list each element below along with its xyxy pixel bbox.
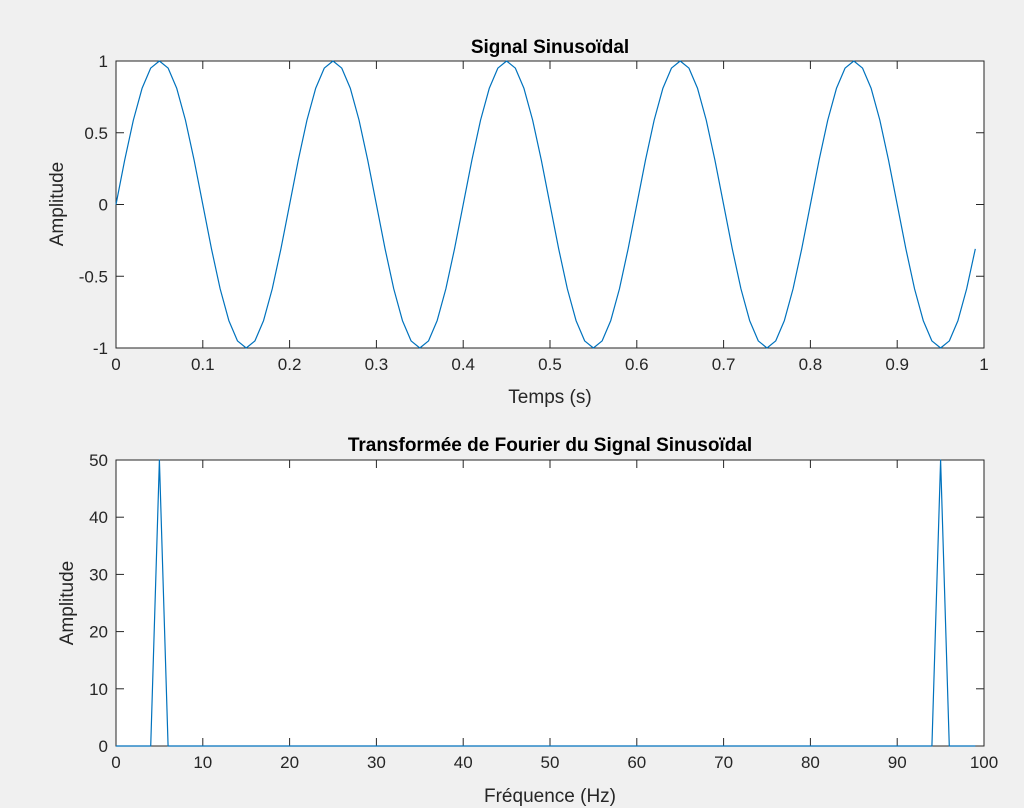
frequency-domain-axes: 0 10 20 30 40 50 60 70 80 90 100 0 10 20 30 40 50 Trans… <box>57 435 998 807</box>
frequency-chart-title: Transformée de Fourier du Signal Sinusoï… <box>348 435 752 456</box>
frequency-x-tick-labels: 0 10 20 30 40 50 60 70 80 90 100 <box>111 753 998 772</box>
frequency-xtick-label: 30 <box>367 753 386 772</box>
frequency-xtick-label: 90 <box>888 753 907 772</box>
time-domain-axes: 0 0.1 0.2 0.3 0.4 0.5 0.6 0.7 0.8 0.9 1 -1 -0.5 0 0.5… <box>47 37 989 408</box>
time-xtick-label: 1 <box>979 355 988 374</box>
frequency-series <box>116 459 976 747</box>
time-xtick-label: 0.6 <box>625 355 649 374</box>
frequency-ytick-label: 50 <box>89 451 108 470</box>
frequency-xtick-label: 100 <box>970 753 998 772</box>
time-xtick-label: 0.7 <box>712 355 736 374</box>
time-ytick-label: 0 <box>99 196 108 215</box>
time-ytick-label: -0.5 <box>79 267 108 286</box>
frequency-y-axis-label: Amplitude <box>57 561 78 646</box>
time-y-axis-label: Amplitude <box>47 162 68 247</box>
time-xtick-label: 0.3 <box>365 355 389 374</box>
time-xtick-label: 0.9 <box>885 355 909 374</box>
frequency-series-line <box>116 459 976 747</box>
frequency-ytick-label: 0 <box>99 737 108 756</box>
time-ytick-label: 1 <box>99 52 108 71</box>
time-x-axis-label: Temps (s) <box>508 387 591 408</box>
time-ticks <box>115 60 985 349</box>
time-series-line <box>115 60 976 349</box>
time-xtick-label: 0.1 <box>191 355 215 374</box>
frequency-xtick-label: 0 <box>111 753 120 772</box>
time-chart-title: Signal Sinusoïdal <box>471 37 629 58</box>
frequency-xtick-label: 70 <box>714 753 733 772</box>
frequency-ytick-label: 20 <box>89 623 108 642</box>
frequency-xtick-label: 10 <box>193 753 212 772</box>
frequency-ytick-label: 30 <box>89 565 108 584</box>
time-xtick-label: 0.4 <box>451 355 475 374</box>
time-ytick-label: 0.5 <box>84 124 108 143</box>
frequency-ytick-label: 40 <box>89 508 108 527</box>
frequency-xtick-label: 60 <box>627 753 646 772</box>
frequency-axes-box <box>115 459 985 747</box>
time-xtick-label: 0.2 <box>278 355 302 374</box>
frequency-x-axis-label: Fréquence (Hz) <box>484 786 616 807</box>
time-ytick-label: -1 <box>93 339 108 358</box>
time-series <box>115 60 976 349</box>
time-y-tick-labels: -1 -0.5 0 0.5 1 <box>79 52 108 358</box>
frequency-y-tick-labels: 0 10 20 30 40 50 <box>89 451 108 756</box>
frequency-xtick-label: 50 <box>541 753 560 772</box>
frequency-ytick-label: 10 <box>89 680 108 699</box>
time-x-tick-labels: 0 0.1 0.2 0.3 0.4 0.5 0.6 0.7 0.8 0.9 1 <box>111 355 988 374</box>
frequency-xtick-label: 40 <box>454 753 473 772</box>
time-xtick-label: 0 <box>111 355 120 374</box>
time-xtick-label: 0.8 <box>799 355 823 374</box>
frequency-xtick-label: 80 <box>801 753 820 772</box>
time-xtick-label: 0.5 <box>538 355 562 374</box>
frequency-xtick-label: 20 <box>280 753 299 772</box>
